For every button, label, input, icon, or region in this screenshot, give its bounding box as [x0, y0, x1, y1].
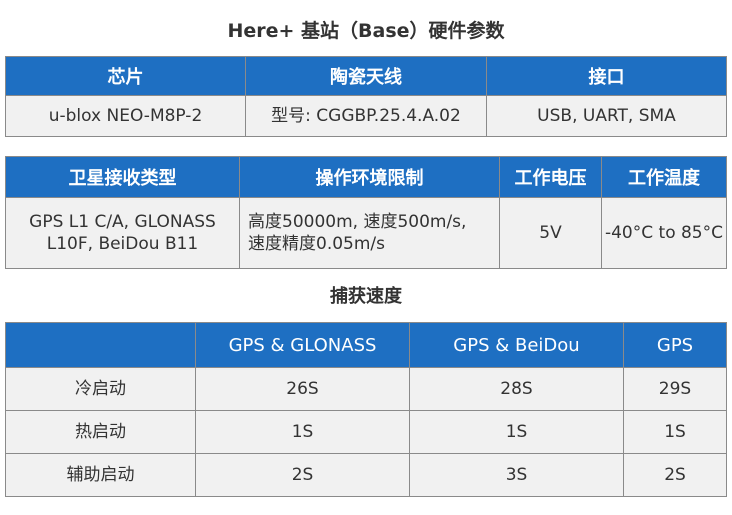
row-label: 热启动 [5, 410, 196, 454]
header-gps: GPS [623, 322, 727, 368]
cell-value: 3S [409, 453, 624, 497]
page-title: Here+ 基站（Base）硬件参数 [227, 20, 505, 42]
table-row: GPS L1 C/A, GLONASS L10F, BeiDou B11 高度5… [5, 197, 727, 269]
cell-value: 28S [409, 367, 624, 411]
gnss-line-1: GPS L1 C/A, GLONASS [29, 212, 216, 232]
table-header-row: GPS & GLONASS GPS & BeiDou GPS [5, 322, 727, 368]
cell-value: 26S [195, 367, 410, 411]
specs-table: 卫星接收类型 操作环境限制 工作电压 工作温度 GPS L1 C/A, GLON… [5, 156, 727, 269]
header-voltage: 工作电压 [499, 156, 602, 198]
cell-value: 2S [623, 453, 727, 497]
header-corner [5, 322, 196, 368]
header-environment: 操作环境限制 [239, 156, 500, 198]
table-row: 冷启动 26S 28S 29S [5, 367, 727, 411]
header-temperature: 工作温度 [601, 156, 727, 198]
cell-antenna: 型号: CGGBP.25.4.A.02 [245, 95, 487, 137]
table-header-row: 卫星接收类型 操作环境限制 工作电压 工作温度 [5, 156, 727, 198]
header-gps-glonass: GPS & GLONASS [195, 322, 410, 368]
header-interface: 接口 [486, 56, 727, 96]
capture-table: GPS & GLONASS GPS & BeiDou GPS 冷启动 26S 2… [5, 322, 727, 497]
header-chip: 芯片 [5, 56, 246, 96]
cell-value: 1S [409, 410, 624, 454]
cell-gnss: GPS L1 C/A, GLONASS L10F, BeiDou B11 [5, 197, 240, 269]
header-antenna: 陶瓷天线 [245, 56, 487, 96]
header-gps-beidou: GPS & BeiDou [409, 322, 624, 368]
row-label: 冷启动 [5, 367, 196, 411]
table-header-row: 芯片 陶瓷天线 接口 [5, 56, 727, 96]
hardware-table: 芯片 陶瓷天线 接口 u-blox NEO-M8P-2 型号: CGGBP.25… [5, 56, 727, 137]
table-row: u-blox NEO-M8P-2 型号: CGGBP.25.4.A.02 USB… [5, 95, 727, 137]
cell-environment: 高度50000m, 速度500m/s, 速度精度0.05m/s [239, 197, 500, 269]
cell-interface: USB, UART, SMA [486, 95, 727, 137]
section-title: 捕获速度 [330, 286, 402, 307]
cell-value: 29S [623, 367, 727, 411]
row-label: 辅助启动 [5, 453, 196, 497]
table-row: 热启动 1S 1S 1S [5, 410, 727, 454]
cell-value: 1S [195, 410, 410, 454]
env-line-2: 速度精度0.05m/s [248, 234, 385, 254]
cell-chip: u-blox NEO-M8P-2 [5, 95, 246, 137]
cell-voltage: 5V [499, 197, 602, 269]
cell-temperature: -40°C to 85°C [601, 197, 727, 269]
table-row: 辅助启动 2S 3S 2S [5, 453, 727, 497]
cell-value: 2S [195, 453, 410, 497]
env-line-1: 高度50000m, 速度500m/s, [248, 212, 467, 232]
gnss-line-2: L10F, BeiDou B11 [46, 234, 199, 254]
header-gnss: 卫星接收类型 [5, 156, 240, 198]
cell-value: 1S [623, 410, 727, 454]
